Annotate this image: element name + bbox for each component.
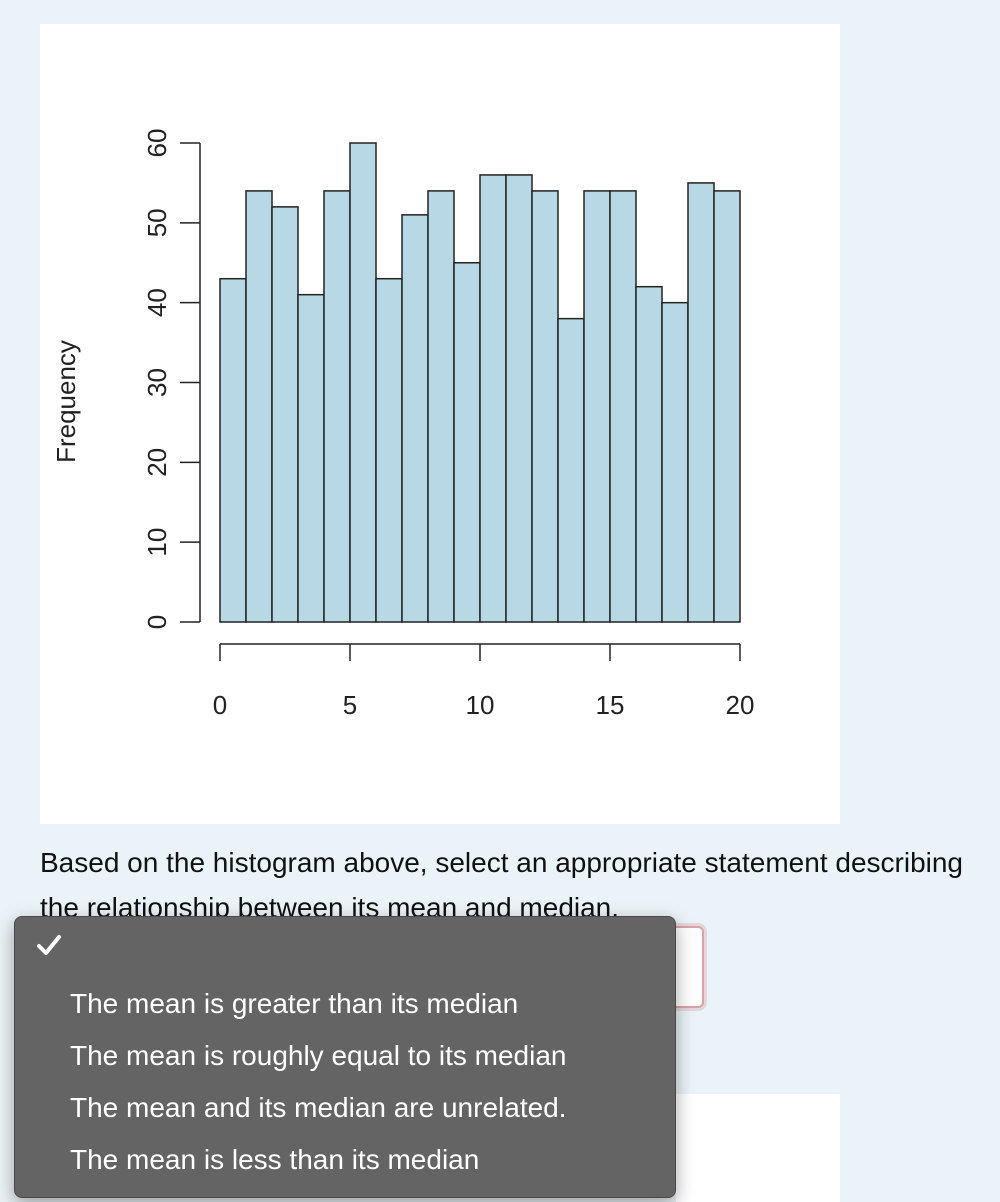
histogram-bar <box>531 190 559 623</box>
dropdown-option-label: The mean is greater than its median <box>70 988 519 1019</box>
histogram-bar <box>427 190 455 623</box>
histogram-bar <box>401 214 429 623</box>
dropdown-option-greater[interactable]: The mean is greater than its median <box>15 978 675 1030</box>
x-tick-label: 10 <box>466 690 495 720</box>
histogram-bar <box>375 277 403 623</box>
y-tick-label: 20 <box>142 448 172 477</box>
next-figure-panel <box>676 1094 840 1202</box>
histogram-bar <box>323 190 351 623</box>
x-tick-label: 5 <box>343 690 357 720</box>
answer-dropdown-menu[interactable]: The mean is greater than its median The … <box>14 916 676 1198</box>
histogram-bar <box>661 301 689 623</box>
dropdown-option-less[interactable]: The mean is less than its median <box>15 1134 675 1186</box>
x-tick-label: 15 <box>596 690 625 720</box>
y-tick-label: 60 <box>142 129 172 158</box>
histogram-bar <box>245 190 273 623</box>
checkmark-icon <box>37 935 61 955</box>
histogram-figure: 0 10 20 30 40 50 60 0 5 10 15 20 Frequency <box>40 24 840 824</box>
dropdown-option-label: The mean is less than its median <box>70 1144 480 1175</box>
histogram-bar <box>297 293 325 623</box>
histogram-bar <box>479 174 507 623</box>
histogram-bar <box>687 182 715 623</box>
histogram-bar <box>453 262 481 623</box>
histogram-bar <box>505 174 533 623</box>
histogram-bar <box>713 190 741 623</box>
dropdown-option-label: The mean is roughly equal to its median <box>70 1040 567 1071</box>
histogram-bar <box>349 142 377 623</box>
histogram-bar <box>557 317 585 623</box>
dropdown-option-blank[interactable] <box>15 917 675 969</box>
histogram-chart: 0 10 20 30 40 50 60 0 5 10 15 20 Frequency <box>51 129 755 720</box>
x-tick-label: 0 <box>213 690 227 720</box>
dropdown-option-unrelated[interactable]: The mean and its median are unrelated. <box>15 1082 675 1134</box>
histogram-bar <box>635 285 663 623</box>
y-tick-label: 50 <box>142 208 172 237</box>
dropdown-option-equal[interactable]: The mean is roughly equal to its median <box>15 1030 675 1082</box>
histogram-bar <box>219 277 247 623</box>
y-axis-label: Frequency <box>51 340 81 463</box>
histogram-bar <box>271 206 299 623</box>
y-tick-label: 40 <box>142 288 172 317</box>
y-tick-label: 30 <box>142 368 172 397</box>
y-tick-label: 0 <box>142 615 172 629</box>
x-tick-label: 20 <box>726 690 755 720</box>
histogram-bar <box>583 190 611 623</box>
y-tick-label: 10 <box>142 528 172 557</box>
histogram-bar <box>609 190 637 623</box>
dropdown-option-label: The mean and its median are unrelated. <box>70 1092 567 1123</box>
